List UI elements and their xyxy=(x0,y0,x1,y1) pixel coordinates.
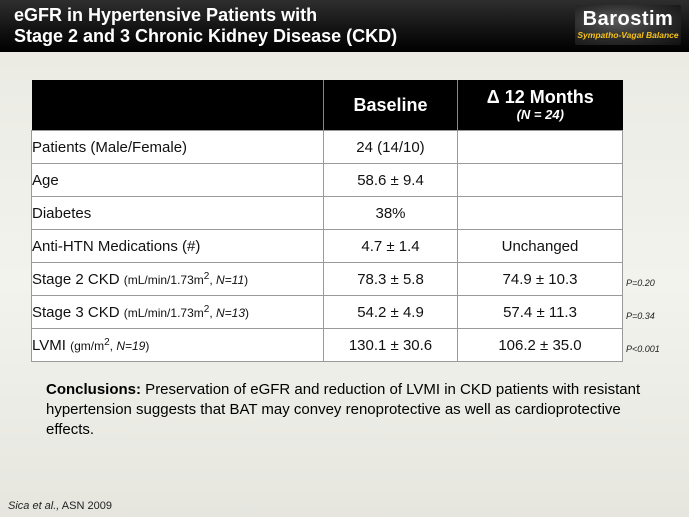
baseline-value: 24 (14/10) xyxy=(323,130,458,164)
barostim-logo: Barostim Sympatho-Vagal Balance xyxy=(575,5,681,45)
table-row: Stage 2 CKD (mL/min/1.73m2, N=11) 78.3 ±… xyxy=(31,262,623,296)
citation-authors: Sica et al., xyxy=(8,500,60,512)
delta-value xyxy=(457,163,623,197)
table-header-row: Baseline Δ 12 Months (N = 24) xyxy=(31,80,623,131)
row-unit: (mL/min/1.73m2, N=13) xyxy=(123,303,250,320)
unit-superscript: 2 xyxy=(203,303,210,315)
row-n: N=11 xyxy=(215,272,245,287)
conclusion-lead: Conclusions: xyxy=(46,381,142,398)
baseline-value: 54.2 ± 4.9 xyxy=(323,295,458,329)
p-value-lvmi: P<0.001 xyxy=(626,344,660,354)
unit-separator: , xyxy=(109,338,117,353)
header-delta-12-months: Δ 12 Months (N = 24) xyxy=(457,80,623,131)
unit-text: gm/m xyxy=(74,338,105,353)
baseline-value: 58.6 ± 9.4 xyxy=(323,163,458,197)
row-unit: (gm/m2, N=19) xyxy=(70,336,150,353)
slide-title-line-2: Stage 2 and 3 Chronic Kidney Disease (CK… xyxy=(14,26,398,46)
baseline-value: 130.1 ± 30.6 xyxy=(323,328,458,362)
results-table: Baseline Δ 12 Months (N = 24) Patients (… xyxy=(31,80,623,362)
table-row: Stage 3 CKD (mL/min/1.73m2, N=13) 54.2 ±… xyxy=(31,295,623,329)
header-baseline: Baseline xyxy=(323,80,458,131)
row-label-cell: LVMI (gm/m2, N=19) xyxy=(31,328,324,362)
row-label-cell: Stage 2 CKD (mL/min/1.73m2, N=11) xyxy=(31,262,324,296)
table-row: Diabetes 38% xyxy=(31,196,623,230)
row-n: N=13 xyxy=(215,305,246,320)
logo-tagline: Sympatho-Vagal Balance xyxy=(577,30,679,40)
row-label: Age xyxy=(31,163,324,197)
header-delta-title: Δ 12 Months xyxy=(486,87,594,107)
row-label: Stage 3 CKD xyxy=(32,303,120,321)
delta-value: 74.9 ± 10.3 xyxy=(457,262,623,296)
row-label: Stage 2 CKD xyxy=(32,270,120,288)
row-unit: (mL/min/1.73m2, N=11) xyxy=(123,270,249,287)
row-label: Anti-HTN Medications (#) xyxy=(31,229,324,263)
slide-title: eGFR in Hypertensive Patients with Stage… xyxy=(14,5,397,47)
row-n: N=19 xyxy=(116,338,146,353)
delta-value: 57.4 ± 11.3 xyxy=(457,295,623,329)
delta-value: Unchanged xyxy=(457,229,623,263)
delta-value: 106.2 ± 35.0 xyxy=(457,328,623,362)
slide-title-line-1: eGFR in Hypertensive Patients with xyxy=(14,5,318,25)
header-delta-n: (N = 24) xyxy=(516,107,564,122)
row-label: LVMI xyxy=(32,336,66,354)
baseline-value: 4.7 ± 1.4 xyxy=(323,229,458,263)
logo-name: Barostim xyxy=(582,8,674,30)
unit-separator: , xyxy=(209,305,216,320)
unit-text: mL/min/1.73m xyxy=(127,272,204,287)
row-label-cell: Stage 3 CKD (mL/min/1.73m2, N=13) xyxy=(31,295,324,329)
table-row: Anti-HTN Medications (#) 4.7 ± 1.4 Uncha… xyxy=(31,229,623,263)
citation-source: ASN 2009 xyxy=(59,500,112,512)
baseline-value: 38% xyxy=(323,196,458,230)
delta-value xyxy=(457,196,623,230)
baseline-value: 78.3 ± 5.8 xyxy=(323,262,458,296)
row-label: Patients (Male/Female) xyxy=(31,130,324,164)
unit-text: mL/min/1.73m xyxy=(127,305,204,320)
table-row: LVMI (gm/m2, N=19) 130.1 ± 30.6 106.2 ± … xyxy=(31,328,623,362)
title-bar: eGFR in Hypertensive Patients with Stage… xyxy=(0,0,689,52)
delta-value xyxy=(457,130,623,164)
unit-superscript: 2 xyxy=(104,336,110,348)
unit-separator: , xyxy=(209,272,216,287)
row-label: Diabetes xyxy=(31,196,324,230)
p-value-stage2: P=0.20 xyxy=(626,278,655,288)
conclusion-body: Preservation of eGFR and reduction of LV… xyxy=(46,381,641,438)
conclusion-text: Conclusions: Preservation of eGFR and re… xyxy=(46,380,646,440)
table-row: Age 58.6 ± 9.4 xyxy=(31,163,623,197)
unit-superscript: 2 xyxy=(203,270,210,282)
table-row: Patients (Male/Female) 24 (14/10) xyxy=(31,130,623,164)
header-label-cell xyxy=(31,80,324,131)
p-value-stage3: P=0.34 xyxy=(626,311,655,321)
citation: Sica et al., ASN 2009 xyxy=(8,500,112,512)
